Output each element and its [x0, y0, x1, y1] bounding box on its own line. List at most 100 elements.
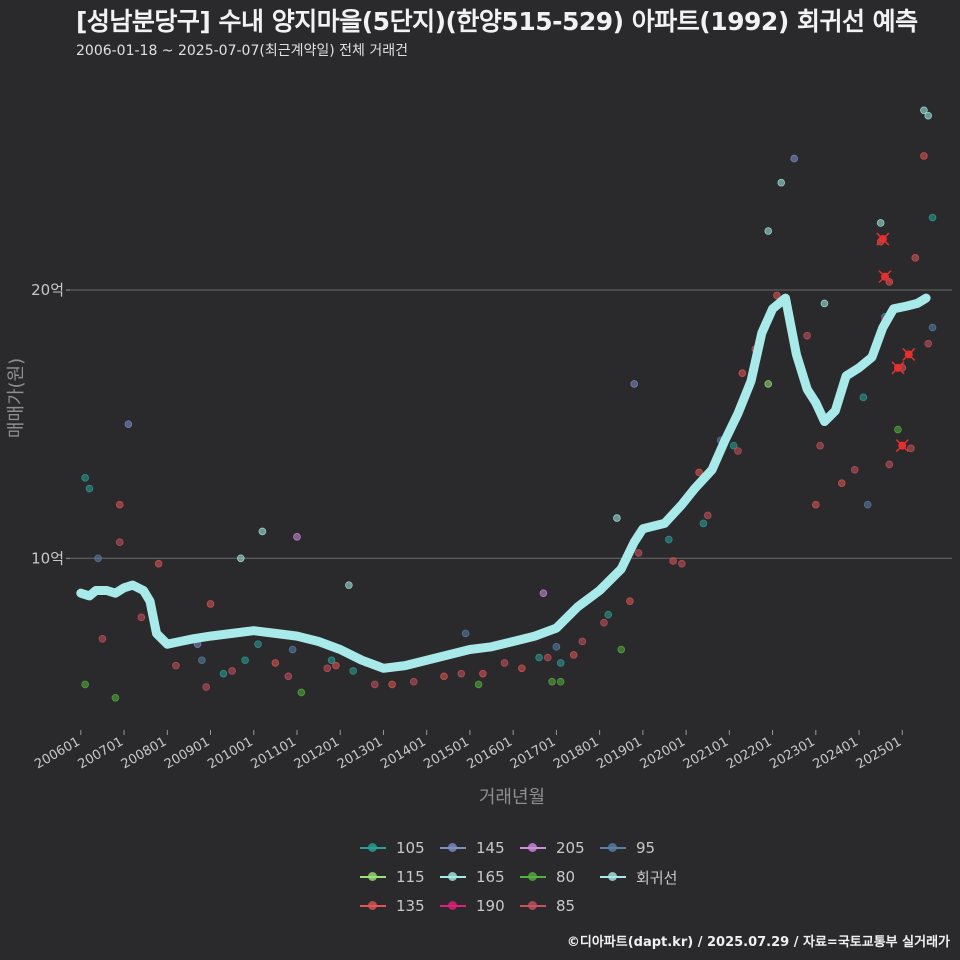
- legend-item: 80: [518, 867, 575, 887]
- legend-item: 95: [598, 838, 655, 858]
- point-85: [634, 549, 643, 557]
- point-85: [409, 677, 418, 686]
- point-135: [738, 369, 747, 377]
- point-85: [578, 637, 587, 646]
- chart-title: [성남분당구] 수내 양지마을(5단지)(한양515-529) 아파트(1992…: [76, 7, 918, 36]
- legend-key-icon: [358, 838, 388, 858]
- legend-key-icon: [438, 896, 468, 916]
- legend-item: 105: [358, 838, 425, 858]
- recent-trade-marker: [902, 347, 916, 361]
- legend-item: 85: [518, 896, 575, 916]
- point-145: [124, 420, 133, 428]
- x-tick-label: 202201: [724, 734, 774, 772]
- point-135: [626, 597, 634, 606]
- point-135: [695, 468, 703, 477]
- point-165: [764, 227, 773, 235]
- point-105: [699, 519, 708, 528]
- point-135: [669, 557, 677, 565]
- point-105: [241, 656, 249, 665]
- recent-trade-marker: [878, 270, 892, 284]
- point-135: [518, 664, 526, 673]
- legend-item: 205: [518, 838, 585, 858]
- point-85: [500, 659, 509, 667]
- point-105: [327, 656, 336, 665]
- point-105: [665, 535, 673, 544]
- chart-subtitle: 2006-01-18 ~ 2025-07-07(최근계약일) 전체 거래건: [76, 43, 408, 59]
- point-85: [323, 664, 332, 673]
- point-80: [81, 680, 89, 689]
- legend-label: 회귀선: [636, 868, 678, 887]
- legend-item: 회귀선: [598, 867, 677, 887]
- point-165: [820, 299, 829, 308]
- point-135: [154, 559, 163, 568]
- point-85: [284, 672, 293, 681]
- y-tick-label: 10억: [31, 549, 64, 567]
- point-105: [85, 484, 94, 493]
- legend-key-icon: [438, 838, 468, 858]
- point-85: [202, 683, 210, 691]
- legend-key-icon: [358, 867, 388, 887]
- point-165: [777, 178, 786, 187]
- x-tick-label: 200701: [76, 734, 126, 772]
- legend-item: 165: [438, 867, 505, 887]
- point-105: [604, 610, 613, 619]
- point-105: [729, 441, 738, 450]
- point-135: [206, 600, 215, 608]
- point-85: [885, 460, 894, 469]
- point-165: [920, 106, 928, 115]
- point-85: [850, 465, 859, 474]
- point-85: [803, 331, 811, 340]
- x-tick-label: 201201: [292, 734, 342, 772]
- footer-credit: ©디아파트(dapt.kr) / 2025.07.29 / 자료=국토교통부 실…: [566, 935, 950, 950]
- point-165: [924, 111, 933, 120]
- x-tick-label: 202301: [767, 734, 817, 772]
- legend-key-icon: [598, 838, 628, 858]
- x-tick-label: 201801: [551, 734, 601, 772]
- legend-label: 205: [556, 839, 585, 857]
- point-135: [911, 254, 920, 262]
- point-135: [388, 680, 396, 689]
- legend-label: 105: [396, 839, 425, 857]
- x-tick-label: 200801: [119, 734, 169, 772]
- point-80: [556, 677, 565, 686]
- point-135: [837, 479, 846, 487]
- point-205: [539, 589, 548, 597]
- x-tick-label: 202101: [681, 734, 731, 772]
- point-135: [440, 672, 448, 681]
- recent-trade-marker: [876, 232, 890, 246]
- point-95: [928, 323, 937, 332]
- legend-label: 95: [636, 839, 656, 857]
- point-80: [474, 680, 483, 689]
- y-tick-label: 20억: [31, 281, 64, 299]
- legend-label: 165: [476, 868, 505, 886]
- point-95: [461, 629, 470, 638]
- point-80: [548, 677, 556, 686]
- x-tick-label: 201501: [421, 734, 471, 772]
- x-tick-label: 201401: [378, 734, 428, 772]
- point-85: [907, 444, 915, 453]
- x-tick-label: 200901: [162, 734, 212, 772]
- legend-key-icon: [598, 867, 628, 887]
- recent-trade-marker: [895, 439, 909, 453]
- legend-item: 135: [358, 896, 425, 916]
- legend-item: 145: [438, 838, 505, 858]
- regression-line: [76, 293, 931, 673]
- point-135: [115, 500, 124, 509]
- point-105: [535, 653, 543, 662]
- point-80: [297, 688, 306, 697]
- point-105: [928, 213, 937, 222]
- point-105: [254, 640, 262, 648]
- legend-item: 190: [438, 896, 505, 916]
- point-135: [773, 291, 781, 300]
- point-85: [457, 669, 466, 678]
- y-axis-label: 매매가(원): [6, 358, 27, 438]
- point-85: [677, 559, 686, 568]
- point-165: [345, 581, 353, 589]
- x-tick-label: 201601: [465, 734, 515, 772]
- point-95: [863, 500, 872, 509]
- point-105: [349, 667, 357, 675]
- point-85: [816, 441, 824, 450]
- x-axis-label: 거래년월: [479, 787, 545, 808]
- legend-key-icon: [438, 867, 468, 887]
